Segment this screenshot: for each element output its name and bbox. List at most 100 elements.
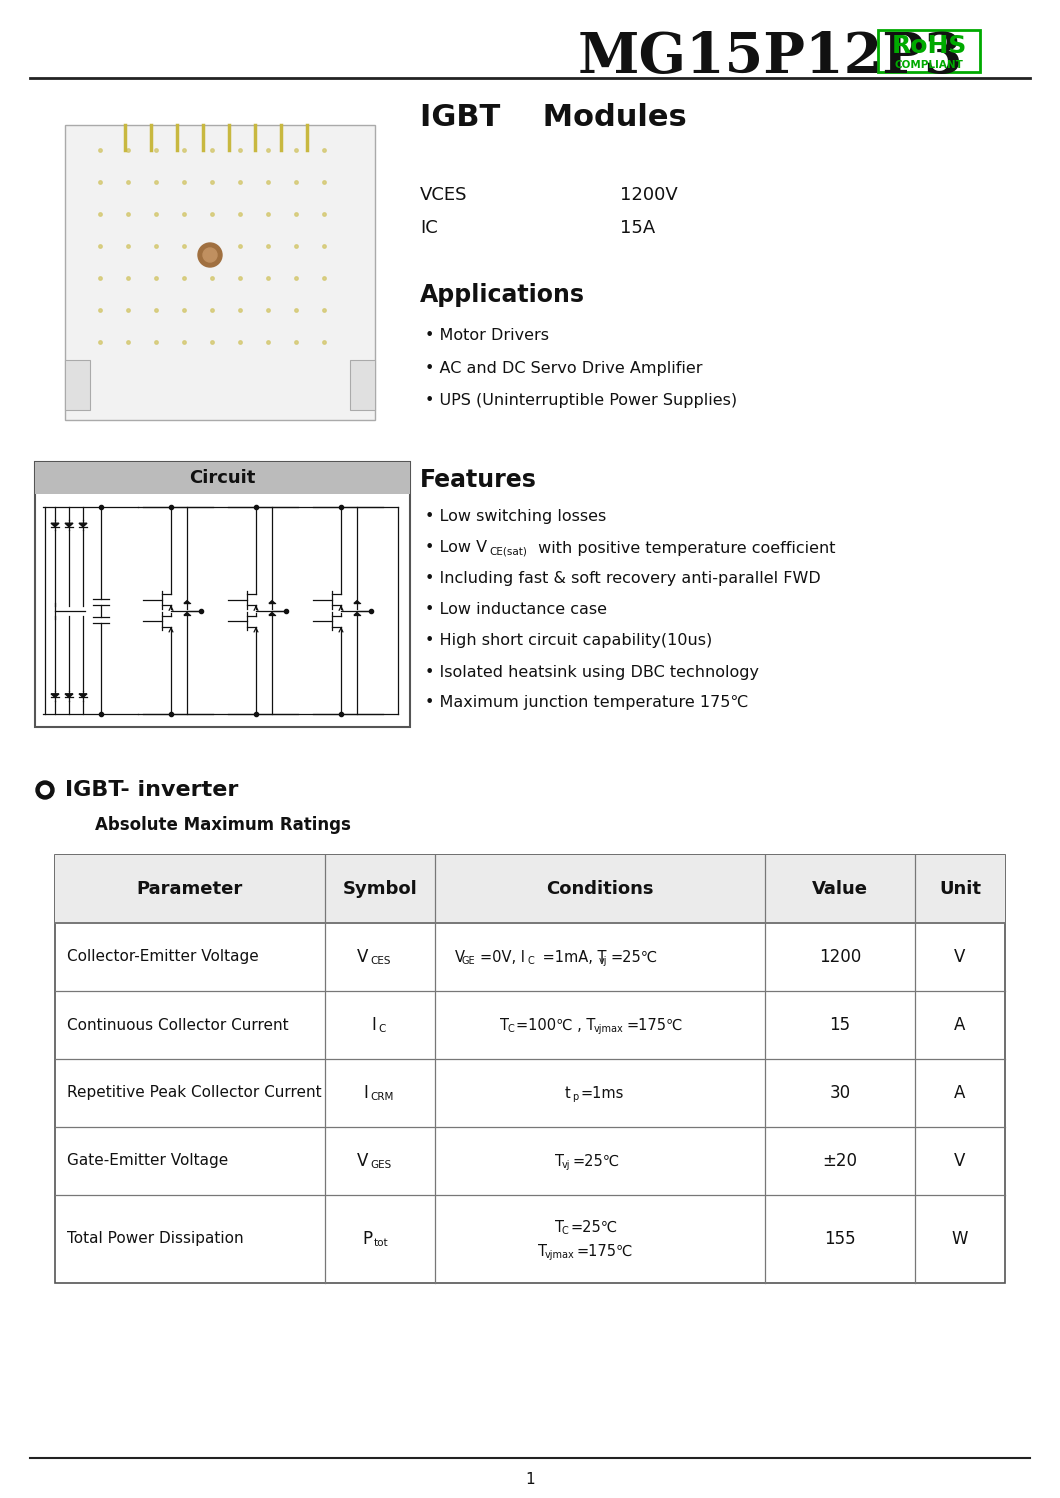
Text: ±20: ±20 — [823, 1152, 858, 1170]
Text: V: V — [954, 948, 966, 966]
Text: =1ms: =1ms — [581, 1086, 624, 1101]
Polygon shape — [51, 694, 59, 698]
Text: A: A — [954, 1016, 966, 1034]
Text: =100℃ , T: =100℃ , T — [516, 1017, 596, 1032]
Bar — [55, 855, 1005, 923]
Text: =25℃: =25℃ — [610, 950, 657, 965]
Text: V: V — [356, 948, 368, 966]
Text: CRM: CRM — [370, 1092, 393, 1103]
Text: vjmax: vjmax — [545, 1249, 575, 1260]
Text: Continuous Collector Current: Continuous Collector Current — [67, 1017, 288, 1032]
Text: T: T — [500, 1017, 509, 1032]
Text: • UPS (Uninterruptible Power Supplies): • UPS (Uninterruptible Power Supplies) — [425, 394, 737, 409]
Text: Features: Features — [420, 467, 536, 491]
Polygon shape — [269, 613, 275, 616]
Text: tot: tot — [374, 1237, 389, 1248]
Text: GES: GES — [370, 1159, 391, 1170]
Text: vj: vj — [599, 956, 607, 966]
Polygon shape — [65, 694, 73, 698]
Text: • Low inductance case: • Low inductance case — [425, 602, 607, 617]
Text: V: V — [356, 1152, 368, 1170]
Text: CE(sat): CE(sat) — [489, 545, 527, 556]
Text: Conditions: Conditions — [546, 879, 654, 897]
Circle shape — [40, 785, 50, 794]
Text: I: I — [371, 1016, 376, 1034]
Text: • Maximum junction temperature 175℃: • Maximum junction temperature 175℃ — [425, 695, 748, 710]
Text: T: T — [538, 1243, 547, 1258]
Text: • Motor Drivers: • Motor Drivers — [425, 328, 549, 343]
Text: 15A: 15A — [620, 219, 655, 237]
Text: Gate-Emitter Voltage: Gate-Emitter Voltage — [67, 1153, 228, 1168]
Text: =0V, I: =0V, I — [480, 950, 525, 965]
Polygon shape — [184, 601, 190, 604]
Text: P: P — [361, 1230, 372, 1248]
Text: T: T — [555, 1219, 564, 1234]
Text: 155: 155 — [825, 1230, 855, 1248]
Text: • Including fast & soft recovery anti-parallel FWD: • Including fast & soft recovery anti-pa… — [425, 572, 820, 587]
Text: MG15P12P3: MG15P12P3 — [578, 30, 962, 85]
Text: =1mA, T: =1mA, T — [538, 950, 606, 965]
Text: 15: 15 — [829, 1016, 850, 1034]
Bar — [878, 30, 980, 72]
Text: Repetitive Peak Collector Current: Repetitive Peak Collector Current — [67, 1086, 321, 1101]
Polygon shape — [51, 523, 59, 527]
Polygon shape — [65, 523, 73, 527]
Text: =25℃: =25℃ — [571, 1219, 618, 1234]
Text: A: A — [954, 1085, 966, 1103]
Bar — [350, 360, 375, 410]
Text: • Low switching losses: • Low switching losses — [425, 509, 606, 524]
Text: =175℃: =175℃ — [626, 1017, 683, 1032]
Text: C: C — [562, 1225, 569, 1236]
Text: IC: IC — [420, 219, 438, 237]
Text: Unit: Unit — [939, 879, 980, 897]
Text: V: V — [954, 1152, 966, 1170]
Text: 1: 1 — [525, 1473, 535, 1488]
Text: • Isolated heatsink using DBC technology: • Isolated heatsink using DBC technology — [425, 665, 759, 680]
Text: I: I — [364, 1085, 368, 1103]
Bar — [35, 461, 410, 494]
Text: p: p — [572, 1092, 579, 1103]
Text: VCES: VCES — [420, 186, 467, 204]
Text: • Low V: • Low V — [425, 541, 488, 556]
Text: • AC and DC Servo Drive Amplifier: • AC and DC Servo Drive Amplifier — [425, 361, 703, 376]
Polygon shape — [354, 613, 360, 616]
Circle shape — [36, 780, 54, 798]
Text: with positive temperature coefficient: with positive temperature coefficient — [533, 541, 835, 556]
Bar — [35, 461, 410, 727]
Text: C: C — [528, 956, 534, 966]
Text: CES: CES — [370, 956, 390, 966]
Text: Symbol: Symbol — [342, 879, 418, 897]
Text: Collector-Emitter Voltage: Collector-Emitter Voltage — [67, 950, 259, 965]
Polygon shape — [80, 523, 87, 527]
Text: C: C — [378, 1025, 386, 1034]
Text: =25℃: =25℃ — [573, 1153, 620, 1168]
Text: C: C — [507, 1025, 514, 1034]
Text: T: T — [555, 1153, 564, 1168]
Text: vjmax: vjmax — [594, 1025, 623, 1034]
Circle shape — [204, 249, 217, 262]
Bar — [55, 855, 1005, 1282]
Bar — [65, 360, 90, 410]
Text: vj: vj — [562, 1159, 570, 1170]
Text: • High short circuit capability(10us): • High short circuit capability(10us) — [425, 634, 712, 649]
Polygon shape — [354, 601, 360, 604]
Text: 30: 30 — [829, 1085, 850, 1103]
Text: =175℃: =175℃ — [577, 1243, 634, 1258]
Polygon shape — [80, 694, 87, 698]
Text: Total Power Dissipation: Total Power Dissipation — [67, 1231, 244, 1246]
Text: IGBT    Modules: IGBT Modules — [420, 103, 687, 132]
Text: RoHS: RoHS — [891, 34, 967, 58]
Text: Value: Value — [812, 879, 868, 897]
Text: 1200: 1200 — [819, 948, 861, 966]
Text: GE: GE — [462, 956, 476, 966]
Text: Circuit: Circuit — [190, 469, 255, 487]
Polygon shape — [269, 601, 275, 604]
Text: t: t — [565, 1086, 570, 1101]
Text: IGBT- inverter: IGBT- inverter — [65, 780, 238, 800]
Text: Parameter: Parameter — [137, 879, 243, 897]
Text: W: W — [952, 1230, 968, 1248]
Bar — [65, 124, 375, 419]
Polygon shape — [184, 613, 190, 616]
Text: 1200V: 1200V — [620, 186, 677, 204]
Text: COMPLIANT: COMPLIANT — [895, 60, 964, 70]
